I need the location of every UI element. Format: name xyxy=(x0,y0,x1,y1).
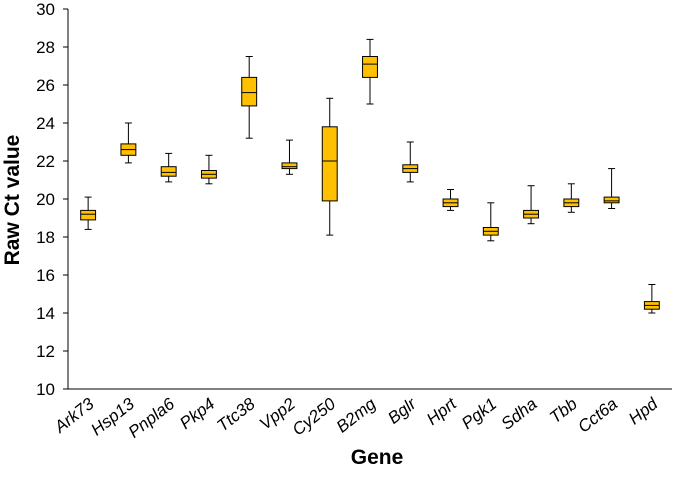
box-hprt xyxy=(442,189,459,211)
box-cy250 xyxy=(321,97,338,236)
y-tick-label: 24 xyxy=(36,114,55,133)
y-tick-label: 10 xyxy=(36,380,55,399)
box-ttc38 xyxy=(241,56,258,139)
y-tick-label: 28 xyxy=(36,38,55,57)
y-tick-label: 20 xyxy=(36,190,55,209)
iqr-box xyxy=(80,209,97,221)
x-tick-label: Hpd xyxy=(625,394,662,429)
y-tick-label: 30 xyxy=(36,0,55,19)
iqr-box xyxy=(281,162,298,170)
x-tick-label: Bglr xyxy=(384,393,421,427)
box-ark73 xyxy=(80,196,97,230)
x-tick-label: Sdha xyxy=(498,394,541,433)
box-pnpla6 xyxy=(160,152,177,183)
x-tick-label: Pgk1 xyxy=(458,394,500,433)
y-tick-label: 22 xyxy=(36,152,55,171)
iqr-box xyxy=(241,76,258,107)
y-tick-label: 26 xyxy=(36,76,55,95)
box-sdha xyxy=(523,185,540,225)
iqr-box xyxy=(362,56,378,78)
x-tick-label: Pnpla6 xyxy=(125,394,179,442)
box-pgk1 xyxy=(482,202,499,242)
x-tick-label: Pkp4 xyxy=(176,394,218,433)
iqr-box xyxy=(160,166,177,177)
box-series xyxy=(80,38,660,314)
box-pkp4 xyxy=(200,154,217,185)
box-tbb xyxy=(563,183,580,213)
box-hsp13 xyxy=(120,122,137,164)
x-tick-label: Hprt xyxy=(423,393,461,429)
x-tick-label: Ttc38 xyxy=(213,394,259,435)
x-tick-label: Ark73 xyxy=(50,394,98,437)
x-tick-label: B2mg xyxy=(333,394,380,437)
x-tick-label: Cy250 xyxy=(289,394,340,440)
y-tick-label: 18 xyxy=(36,228,55,247)
box-hpd xyxy=(643,284,660,314)
box-vpp2 xyxy=(281,139,298,175)
y-axis-title: Raw Ct value xyxy=(1,135,24,266)
plot-area: 10 12 14 16 18 20 22 24 26 28 30 Ark73Hsp13Pnpla6P… xyxy=(36,0,672,442)
x-tick-label: Cct6a xyxy=(574,394,621,436)
y-tick-label: 16 xyxy=(36,266,55,285)
iqr-box xyxy=(321,126,338,202)
y-axis-ticks: 10 12 14 16 18 20 22 24 26 28 30 xyxy=(36,0,68,399)
box-cct6a xyxy=(603,168,620,209)
y-tick-label: 14 xyxy=(36,304,55,323)
iqr-box xyxy=(603,196,620,204)
box-b2mg xyxy=(362,38,378,105)
y-tick-label: 12 xyxy=(36,342,55,361)
box-bglr xyxy=(402,141,419,183)
x-axis-title: Gene xyxy=(351,446,404,469)
